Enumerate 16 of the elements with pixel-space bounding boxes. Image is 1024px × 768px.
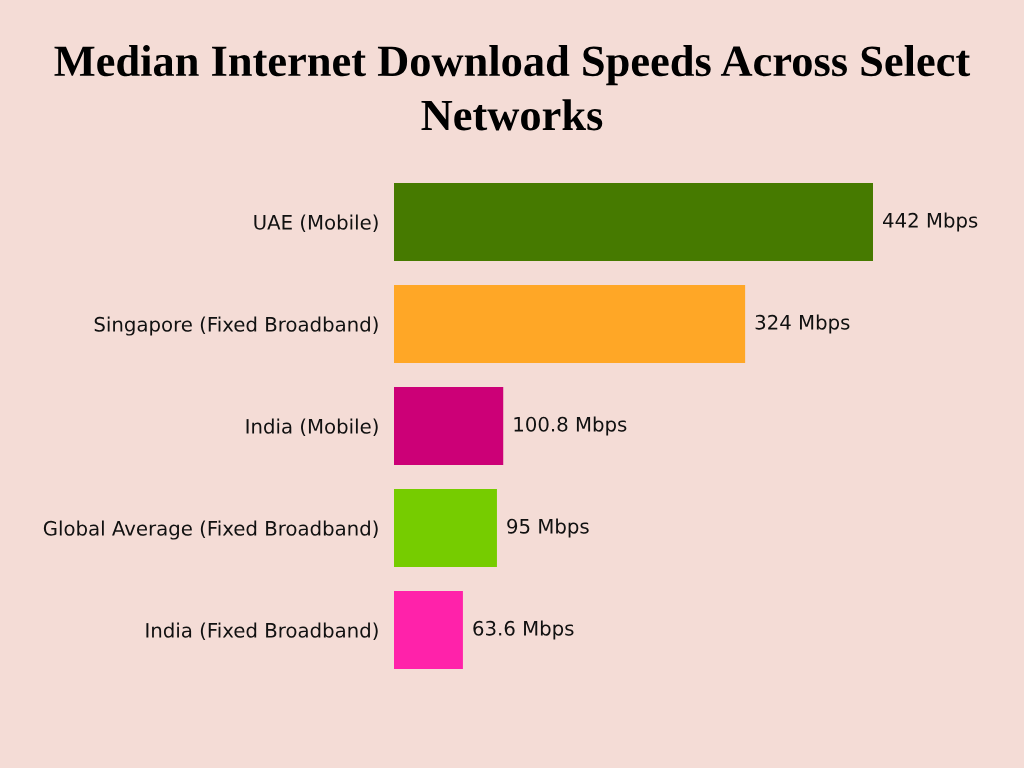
data-label: 95 Mbps (507, 518, 589, 538)
bar (394, 488, 497, 568)
bar (394, 284, 746, 364)
data-label: 63.6 Mbps (473, 620, 574, 640)
data-label: 324 Mbps (755, 314, 850, 334)
bar (394, 590, 463, 670)
y-tick-label: India (Fixed Broadband) (146, 622, 378, 641)
data-label: 100.8 Mbps (514, 416, 627, 436)
data-label: 442 Mbps (882, 212, 978, 232)
chart-title: Median Internet Download Speeds Across Select Networks (54, 45, 971, 131)
y-tick-label: Singapore (Fixed Broadband) (94, 316, 378, 336)
bar (394, 386, 504, 466)
bar (394, 182, 873, 262)
y-tick-label: India (Mobile) (246, 418, 378, 437)
y-tick-label: Global Average (Fixed Broadband) (43, 520, 378, 540)
y-tick-label: UAE (Mobile) (254, 214, 378, 233)
